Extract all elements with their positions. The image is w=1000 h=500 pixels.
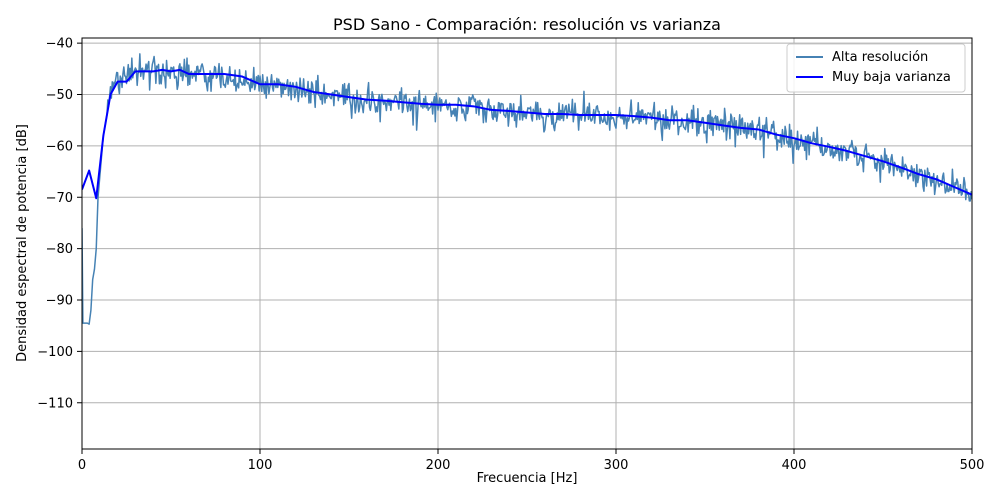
y-axis: −110 −100 −90 −80 −70 −60 −50 −40: [37, 37, 82, 411]
y-tick-label: −110: [37, 396, 73, 411]
y-tick-label: −70: [46, 191, 73, 206]
x-tick-label: 100: [248, 458, 273, 473]
plot-area: [82, 53, 972, 325]
x-tick-label: 400: [782, 458, 807, 473]
y-tick-label: −40: [46, 37, 73, 52]
chart-title: PSD Sano - Comparación: resolución vs va…: [333, 15, 721, 34]
x-tick-label: 0: [78, 458, 86, 473]
y-tick-label: −100: [37, 345, 73, 360]
series-line-1: [82, 68, 972, 200]
grid: [81, 38, 973, 449]
legend-label-alta-resolucion: Alta resolución: [832, 50, 928, 65]
x-tick-label: 500: [960, 458, 985, 473]
legend-box: [786, 43, 966, 93]
plot-frame: [81, 37, 973, 450]
legend-label-muy-baja-varianza: Muy baja varianza: [832, 70, 951, 85]
legend: Alta resolución Muy baja varianza: [786, 43, 966, 93]
y-tick-label: −50: [46, 88, 73, 103]
y-axis-label: Densidad espectral de potencia [dB]: [15, 124, 30, 362]
y-tick-label: −90: [46, 294, 73, 309]
x-axis-label: Frecuencia [Hz]: [477, 471, 578, 486]
x-tick-label: 300: [604, 458, 629, 473]
y-tick-label: −80: [46, 242, 73, 257]
x-axis: 0 100 200 300 400 500: [78, 449, 985, 473]
x-tick-label: 200: [426, 458, 451, 473]
y-tick-label: −60: [46, 139, 73, 154]
